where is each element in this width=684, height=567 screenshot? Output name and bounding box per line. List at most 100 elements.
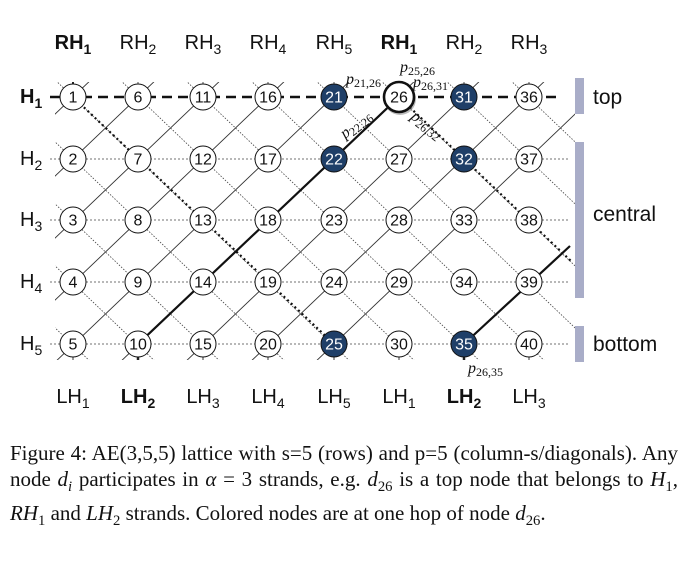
node-circle [254, 330, 282, 358]
node-circle [450, 206, 478, 234]
bottom-strand-label: LH3 [512, 386, 546, 411]
node-label: 22 [325, 152, 343, 169]
node-circle [124, 330, 152, 358]
node-label: 39 [520, 275, 538, 292]
node-circle [320, 268, 348, 296]
node-label: 21 [325, 90, 343, 107]
top-strand-label: RH1 [381, 32, 418, 57]
node-label: 14 [194, 275, 212, 292]
node-circle [124, 206, 152, 234]
node-label: 9 [134, 275, 143, 292]
node-circle [515, 145, 543, 173]
bottom-strand-label: LH5 [317, 386, 351, 411]
node-23: 23 [320, 206, 348, 234]
node-34: 34 [450, 268, 478, 296]
node-38: 38 [515, 206, 543, 234]
top-strand-label: RH5 [316, 32, 353, 57]
highlighted-node-circle [450, 83, 478, 111]
node-14: 14 [189, 268, 217, 296]
node-label: 10 [129, 337, 147, 354]
node-circle [320, 206, 348, 234]
node-40: 40 [515, 330, 543, 358]
node-4: 4 [59, 268, 87, 296]
node-circle [189, 145, 217, 173]
node-19: 19 [254, 268, 282, 296]
node-circle [124, 145, 152, 173]
node-24: 24 [320, 268, 348, 296]
region-bar-bottom [575, 326, 584, 362]
node-label: 1 [69, 90, 78, 107]
node-7: 7 [124, 145, 152, 173]
node-label: 3 [69, 213, 78, 230]
node-circle [124, 268, 152, 296]
node-label: 34 [455, 275, 473, 292]
node-18: 18 [254, 206, 282, 234]
node-label: 27 [390, 152, 408, 169]
node-circle [254, 83, 282, 111]
node-3: 3 [59, 206, 87, 234]
node-label: 37 [520, 152, 538, 169]
node-20: 20 [254, 330, 282, 358]
node-circle [385, 330, 413, 358]
node-circle [515, 206, 543, 234]
node-label: 20 [259, 337, 277, 354]
node-28: 28 [385, 206, 413, 234]
node-label: 23 [325, 213, 343, 230]
node-label: 32 [455, 152, 473, 169]
node-circle [385, 145, 413, 173]
node-label: 24 [325, 275, 343, 292]
edge-label: p21,26 [345, 71, 381, 90]
node-label: 15 [194, 337, 212, 354]
node-label: 12 [194, 152, 212, 169]
lh-strand-line [55, 82, 155, 177]
node-15: 15 [189, 330, 217, 358]
node-label: 5 [69, 337, 78, 354]
bottom-strand-label: LH2 [447, 386, 482, 411]
node-label: 31 [455, 90, 473, 107]
node-8: 8 [124, 206, 152, 234]
bottom-strand-label: LH3 [186, 386, 220, 411]
lh2-strand-highlight-2 [463, 245, 571, 345]
node-circle [189, 206, 217, 234]
node-27: 27 [385, 145, 413, 173]
strand-labels: RH1 RH2 RH3 RH4 RH5 RH1 RH2 RH3 LH1 LH2 LH3 LH4 LH5 L… [20, 32, 548, 411]
node-1: 1 [59, 83, 87, 111]
row-strand-label: H2 [20, 148, 42, 173]
edge-label: p26,32 [406, 107, 446, 144]
highlighted-node-circle [320, 83, 348, 111]
node-22: 22 [320, 145, 348, 173]
node-circle [189, 268, 217, 296]
bottom-strand-label: LH1 [382, 386, 416, 411]
node-31: 31 [450, 83, 478, 111]
node-label: 18 [259, 213, 277, 230]
node-label: 30 [390, 337, 408, 354]
figure-caption: Figure 4: AE(3,5,5) lattice with s=5 (ro… [10, 441, 679, 530]
row-strand-label: H4 [20, 271, 42, 296]
node-circle [59, 83, 87, 111]
node-5: 5 [59, 330, 87, 358]
bottom-strand-label: LH2 [121, 386, 156, 411]
node-label: 38 [520, 213, 538, 230]
node-26: 26 [382, 80, 416, 115]
focus-node-circle [382, 80, 416, 114]
node-label: 16 [259, 90, 277, 107]
node-label: 7 [134, 152, 143, 169]
node-label: 29 [390, 275, 408, 292]
node-label: 11 [195, 90, 212, 107]
node-label: 2 [69, 152, 78, 169]
node-21: 21 [320, 83, 348, 111]
top-strand-label: RH1 [55, 32, 92, 57]
region-indicators: top central bottom [575, 78, 657, 362]
node-33: 33 [450, 206, 478, 234]
node-label: 17 [259, 152, 277, 169]
node-circle [59, 268, 87, 296]
node-11: 11 [189, 83, 217, 111]
highlighted-node-circle [320, 330, 348, 358]
node-label: 33 [455, 213, 473, 230]
highlighted-node-circle [450, 330, 478, 358]
row-strand-label: H1 [20, 86, 42, 111]
node-circle [59, 145, 87, 173]
node-circle [450, 268, 478, 296]
node-circle [59, 206, 87, 234]
node-circle [189, 330, 217, 358]
